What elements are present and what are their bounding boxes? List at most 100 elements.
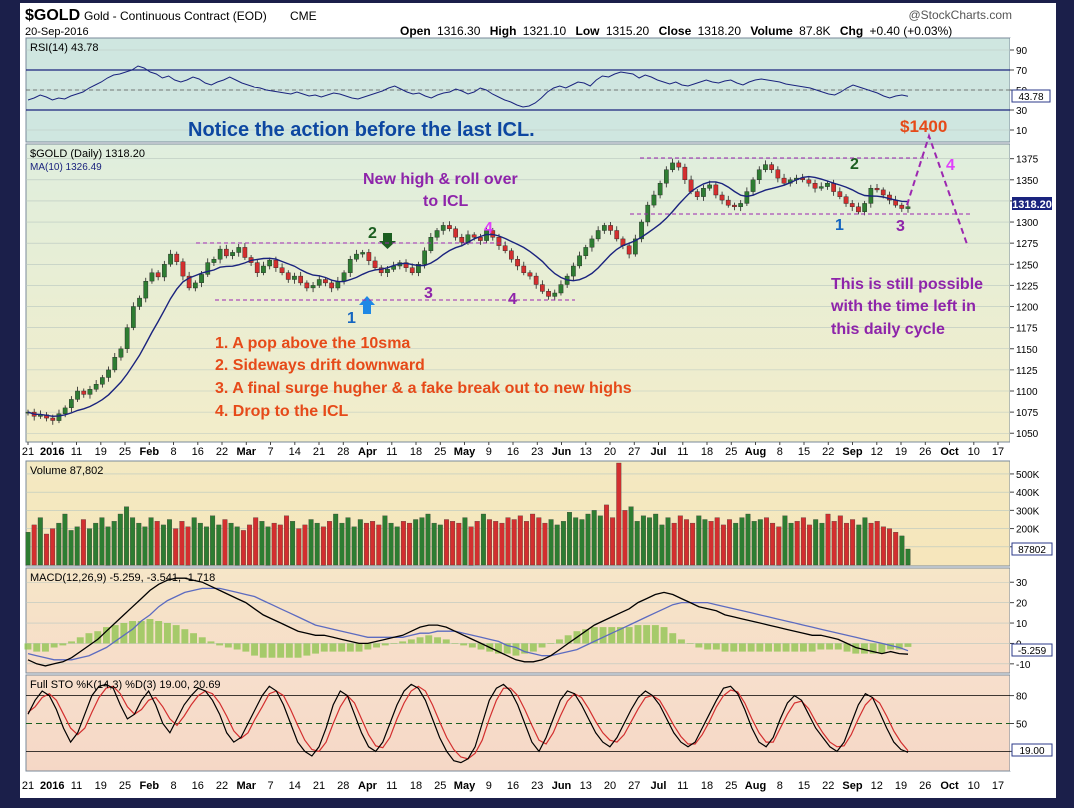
open-label: Open — [400, 24, 431, 38]
x-axis-label: Mar — [237, 780, 257, 792]
macd-histogram-bar — [190, 633, 197, 644]
price-candle — [93, 384, 99, 390]
price-candle — [738, 203, 744, 207]
x-axis-label: 8 — [170, 446, 176, 458]
price-candle — [422, 250, 428, 265]
3-tick-label: -10 — [1016, 660, 1031, 671]
sto-last-value: 19.00 — [1019, 746, 1044, 757]
x-axis-label: 19 — [95, 780, 107, 792]
1-tick-label: 1300 — [1016, 218, 1039, 229]
macd-histogram-bar — [312, 643, 319, 654]
macd-histogram-bar — [721, 643, 729, 652]
macd-histogram-bar — [155, 621, 163, 644]
macd-histogram-bar — [756, 643, 764, 652]
x-axis-label: 9 — [486, 446, 492, 458]
price-candle — [155, 272, 161, 278]
x-axis-labels: 21 2016 11 19 25 Feb 8 16 22 Mar 7 14 21 28 Apr 11 18 25 M… — [22, 442, 1004, 792]
price-candle — [552, 292, 558, 297]
contract-name: Gold - Continuous Contract (EOD) — [84, 9, 267, 23]
macd-histogram-bar — [843, 643, 851, 652]
newhigh-annotation: New high & roll over — [363, 171, 518, 188]
macd-histogram-bar — [181, 629, 189, 644]
volume-bar — [714, 517, 720, 566]
1-tick-label: 1075 — [1016, 408, 1039, 419]
volume-bar — [548, 519, 554, 566]
price-candle — [502, 245, 508, 251]
x-axis-label: Mar — [237, 446, 257, 458]
price-candle — [496, 236, 502, 246]
price-candle — [812, 182, 818, 189]
volume-bar — [148, 517, 154, 566]
volume-bar — [456, 522, 462, 566]
price-candle — [856, 206, 861, 213]
volume-value: 87.8K — [799, 24, 830, 38]
volume-bar — [733, 522, 739, 566]
price-candle — [273, 259, 279, 268]
x-axis-label: 18 — [410, 780, 422, 792]
macd-histogram-bar — [739, 643, 746, 652]
price-candle — [657, 182, 663, 196]
price-candle — [769, 164, 775, 170]
volume-bar — [868, 522, 874, 566]
x-axis-label: Jul — [651, 780, 667, 792]
price-candle — [118, 348, 124, 358]
x-axis-label: 7 — [267, 780, 273, 792]
volume-bar — [308, 519, 314, 566]
macd-histogram-bar — [59, 643, 67, 646]
x-axis-label: 22 — [216, 780, 228, 792]
price-candle — [862, 203, 868, 212]
volume-bar — [782, 515, 788, 566]
macd-histogram-bar — [355, 643, 363, 652]
chart-date: 20-Sep-2016 — [25, 26, 89, 38]
price-candle — [756, 169, 762, 180]
volume-bar — [640, 515, 646, 566]
price-candle — [354, 253, 359, 260]
rsi-last-value: 43.78 — [1018, 92, 1043, 103]
volume-bar — [179, 521, 185, 566]
price-candle — [149, 272, 155, 282]
wave-1-second: 1 — [835, 217, 844, 234]
x-axis-label: Jul — [651, 446, 667, 458]
volume-bar — [665, 517, 671, 566]
x-axis-label: 16 — [192, 780, 204, 792]
volume-bar — [74, 526, 80, 566]
price-candle — [211, 259, 217, 263]
macd-histogram-bar — [686, 643, 694, 644]
x-axis-label: 12 — [871, 780, 883, 792]
volume-bar — [44, 533, 49, 566]
x-axis-label: May — [454, 446, 476, 458]
x-axis-label: Feb — [140, 780, 160, 792]
volume-bar — [511, 519, 517, 566]
volume-bar — [333, 513, 339, 566]
possible-line-1: This is still possible — [831, 276, 983, 293]
0-tick-label: 90 — [1016, 46, 1028, 57]
high-value: 1321.10 — [523, 24, 567, 38]
price-candle — [899, 204, 905, 209]
x-axis-label: 21 — [22, 446, 34, 458]
macd-histogram-bar — [42, 643, 49, 652]
volume-bar — [191, 517, 197, 566]
possible-line-2: with the time left in — [830, 298, 976, 315]
volume-bar — [493, 521, 499, 566]
price-candle — [602, 225, 607, 231]
x-axis-label: 26 — [919, 446, 931, 458]
volume-bar — [37, 517, 43, 566]
price-candle — [180, 261, 186, 277]
macd-histogram-bar — [434, 637, 441, 644]
macd-histogram-bar — [94, 631, 102, 644]
x-axis-label: 27 — [628, 446, 640, 458]
volume-bar — [517, 515, 523, 566]
volume-bar — [634, 521, 640, 566]
price-candle — [546, 291, 551, 297]
volume-bar — [764, 517, 769, 566]
macd-last-value: -5.259 — [1018, 646, 1047, 657]
price-candle — [806, 179, 812, 184]
volume-bar — [56, 522, 62, 566]
price-candle — [527, 272, 533, 277]
macd-histogram-bar — [294, 643, 302, 658]
volume-bar — [25, 532, 31, 566]
price-candle — [87, 389, 93, 395]
volume-bar — [862, 517, 868, 566]
x-axis-label: Aug — [745, 446, 766, 458]
